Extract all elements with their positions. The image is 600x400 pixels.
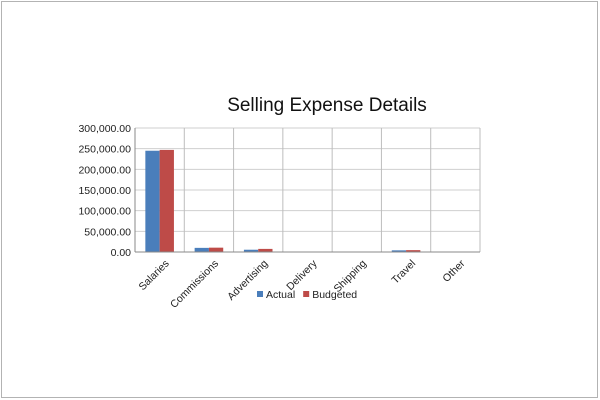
bar-budgeted-salaries (159, 149, 174, 252)
y-tick-label: 150,000.00 (78, 185, 131, 197)
x-tick-label: Delivery (284, 257, 320, 293)
y-tick-label: 250,000.00 (78, 144, 131, 156)
x-tick-label: Travel (389, 258, 418, 287)
y-tick-label: 100,000.00 (78, 206, 131, 218)
bar-budgeted-travel (406, 250, 421, 252)
x-tick-label: Salaries (136, 258, 171, 293)
bar-actual-salaries (145, 150, 160, 252)
x-tick-label: Other (440, 257, 467, 284)
x-tick-label: Commissions (168, 258, 221, 311)
bar-budgeted-advertising (258, 248, 273, 252)
y-tick-label: 50,000.00 (84, 226, 131, 238)
y-tick-label: 300,000.00 (78, 123, 131, 135)
legend-label-budgeted: Budgeted (312, 289, 357, 301)
bar-actual-commissions (194, 247, 209, 252)
x-tick-label: Advertising (225, 258, 270, 303)
y-tick-label: 0.00 (111, 247, 132, 259)
bar-budgeted-commissions (208, 247, 224, 252)
bar-actual-travel (391, 250, 407, 252)
legend-swatch-budgeted (303, 291, 310, 297)
bar-actual-advertising (243, 249, 259, 252)
legend-swatch-actual (257, 291, 263, 297)
chart-title: Selling Expense Details (227, 95, 427, 116)
y-tick-label: 200,000.00 (78, 164, 131, 176)
legend-label-actual: Actual (266, 289, 295, 301)
